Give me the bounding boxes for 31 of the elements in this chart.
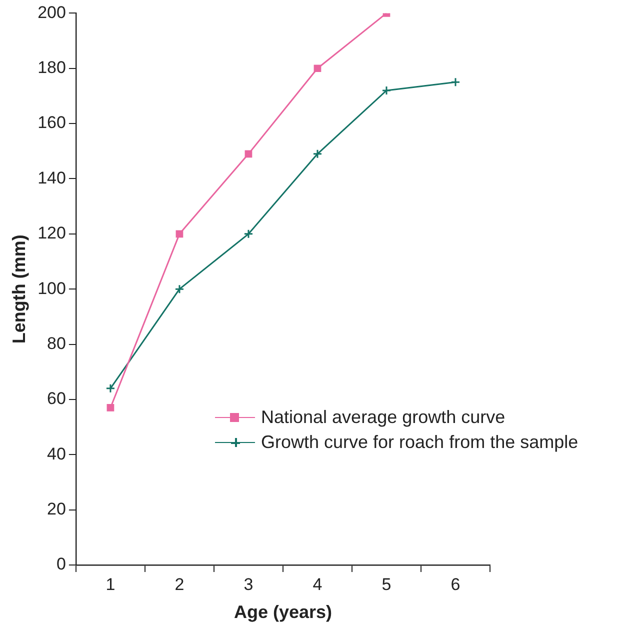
point (176, 230, 184, 238)
point (382, 86, 392, 96)
point (174, 284, 184, 294)
x-tick-label: 6 (450, 574, 460, 594)
y-tick-label: 140 (38, 168, 66, 188)
y-tick-label: 80 (47, 334, 66, 353)
legend-label: National average growth curve (261, 407, 506, 428)
x-tick-label: 3 (244, 574, 254, 594)
point (450, 77, 460, 87)
x-tick-label: 4 (312, 574, 322, 594)
x-tick-label: 5 (382, 574, 392, 594)
y-tick-label: 40 (47, 444, 66, 464)
point (244, 229, 254, 239)
y-tick-label: 60 (47, 389, 66, 408)
point (106, 384, 116, 394)
legend-label: Growth curve for roach from the sample (261, 432, 578, 453)
y-tick-label: 160 (38, 113, 66, 132)
y-tick-label: 200 (38, 2, 66, 22)
x-tick-label: 2 (174, 574, 184, 594)
point (106, 404, 114, 412)
point (312, 149, 322, 159)
x-axis-title: Age (years) (234, 602, 332, 622)
y-tick-label: 0 (56, 554, 66, 574)
y-tick-label: 180 (38, 58, 66, 78)
y-tick-label: 20 (47, 500, 66, 519)
point (314, 64, 322, 72)
x-tick-label: 1 (106, 574, 116, 594)
y-tick-label: 100 (38, 278, 66, 298)
y-axis-title: Length (mm) (8, 234, 29, 344)
y-tick-label: 120 (38, 224, 66, 243)
point (244, 150, 252, 158)
